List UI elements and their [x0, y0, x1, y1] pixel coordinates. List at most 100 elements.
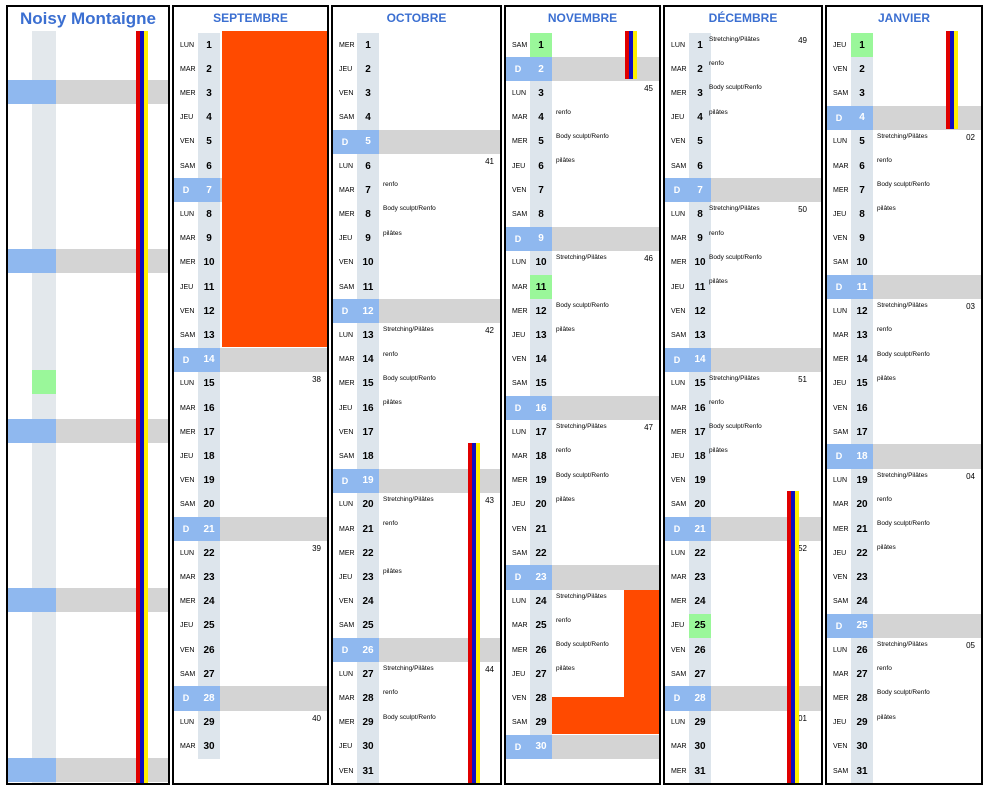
activity-pilates[interactable]: pilâtes [877, 713, 896, 721]
activity-renfo[interactable]: renfo [383, 520, 398, 527]
activity-renfo[interactable]: renfo [877, 665, 892, 673]
activity-pilates[interactable]: pilâtes [556, 495, 575, 503]
day-row: LUN 22 39 [174, 541, 327, 566]
activity-body-sculpt-renfo[interactable]: Body sculpt/Renfo [877, 520, 930, 527]
activity-pilates[interactable]: pilâtes [877, 374, 896, 382]
day-number: 16 [530, 396, 552, 421]
day-number: 20 [530, 492, 552, 517]
activity-pilates[interactable]: pilâtes [709, 447, 728, 455]
activity-body-sculpt-renfo[interactable]: Body sculpt/Renfo [556, 641, 609, 648]
activity-pilates[interactable]: pilâtes [556, 326, 575, 334]
activity-stretching-pilates[interactable]: Stretching/Pilâtes [383, 665, 434, 673]
activity-renfo[interactable]: renfo [556, 616, 571, 624]
activity-stretching-pilates[interactable]: Stretching/Pilâtes [877, 471, 928, 479]
weekday-label: VEN [180, 646, 195, 654]
day-row: JEU 25 [174, 613, 327, 638]
activity-renfo[interactable]: renfo [383, 350, 398, 358]
activity-renfo[interactable]: renfo [556, 108, 571, 116]
activity-stretching-pilates[interactable]: Stretching/Pilâtes [877, 132, 928, 140]
day-row: LUN 15 38 [174, 371, 327, 396]
day-row: VEN 17 [333, 420, 500, 445]
weekday-label: D [827, 105, 851, 130]
activity-renfo[interactable]: renfo [383, 689, 398, 697]
day-number: 23 [198, 565, 220, 590]
activity-body-sculpt-renfo[interactable]: Body sculpt/Renfo [877, 350, 930, 358]
weekday-label: SAM [833, 259, 849, 267]
activity-body-sculpt-renfo[interactable]: Body sculpt/Renfo [556, 132, 609, 140]
vacation-block [222, 31, 327, 347]
weekday-label: MER [180, 89, 196, 97]
weekday-label: MER [339, 719, 355, 727]
activity-renfo[interactable]: renfo [709, 399, 724, 406]
day-row: LUN 5 02 Stretching/Pilâtes [827, 129, 981, 154]
activity-body-sculpt-renfo[interactable]: Body sculpt/Renfo [383, 374, 436, 382]
day-row: JEU 18 [174, 444, 327, 469]
activity-renfo[interactable]: renfo [709, 229, 724, 237]
side-sunday-marker [8, 758, 56, 782]
activity-body-sculpt-renfo[interactable]: Body sculpt/Renfo [709, 84, 762, 92]
day-number: 11 [357, 275, 379, 300]
side-sunday-marker [8, 80, 56, 104]
activity-stretching-pilates[interactable]: Stretching/Pilâtes [709, 205, 760, 213]
day-number: 30 [530, 734, 552, 759]
activity-stretching-pilates[interactable]: Stretching/Pilâtes [877, 641, 928, 648]
day-row: SAM 31 [827, 759, 981, 783]
activity-body-sculpt-renfo[interactable]: Body sculpt/Renfo [709, 253, 762, 261]
activity-renfo[interactable]: renfo [877, 157, 892, 164]
day-number: 29 [689, 710, 711, 735]
activity-body-sculpt-renfo[interactable]: Body sculpt/Renfo [556, 471, 609, 479]
day-row: MAR 23 [665, 565, 821, 590]
activity-renfo[interactable]: renfo [383, 181, 398, 189]
activity-renfo[interactable]: renfo [556, 447, 571, 455]
activity-pilates[interactable]: pilâtes [709, 108, 728, 116]
activity-stretching-pilates[interactable]: Stretching/Pilâtes [877, 302, 928, 310]
activity-body-sculpt-renfo[interactable]: Body sculpt/Renfo [383, 713, 436, 721]
weekday-label: MAR [671, 404, 687, 412]
activity-stretching-pilates[interactable]: Stretching/Pilâtes [556, 253, 607, 261]
day-number: 29 [357, 710, 379, 735]
activity-pilates[interactable]: pilâtes [877, 544, 896, 552]
activity-stretching-pilates[interactable]: Stretching/Pilâtes [383, 495, 434, 503]
activity-stretching-pilates[interactable]: Stretching/Pilâtes [709, 36, 760, 43]
weekday-label: JEU [512, 331, 526, 339]
day-number: 13 [851, 323, 873, 348]
day-number: 16 [198, 396, 220, 421]
activity-pilates[interactable]: pilâtes [556, 665, 575, 673]
activity-pilates[interactable]: pilâtes [383, 568, 402, 576]
activity-renfo[interactable]: renfo [877, 326, 892, 334]
activity-stretching-pilates[interactable]: Stretching/Pilâtes [383, 326, 434, 334]
week-number: 03 [966, 302, 975, 312]
day-row: VEN 16 [827, 396, 981, 421]
weekday-label: MAR [671, 573, 687, 581]
day-row: MAR 25 renfo [506, 613, 659, 638]
activity-pilates[interactable]: pilâtes [709, 278, 728, 285]
day-row: LUN 27 44 Stretching/Pilâtes [333, 662, 500, 687]
weekday-label: MER [180, 428, 196, 436]
month-title: NOVEMBRE [547, 11, 618, 25]
weekday-label: LUN [512, 428, 527, 436]
activity-pilates[interactable]: pilâtes [383, 399, 402, 406]
activity-body-sculpt-renfo[interactable]: Body sculpt/Renfo [383, 205, 436, 213]
day-row: SAM 8 [506, 202, 659, 227]
activity-body-sculpt-renfo[interactable]: Body sculpt/Renfo [556, 302, 609, 310]
day-row: JEU 27 pilâtes [506, 662, 659, 687]
day-number: 18 [198, 444, 220, 469]
activity-pilates[interactable]: pilâtes [556, 157, 575, 164]
day-row: VEN 10 [333, 250, 500, 275]
activity-stretching-pilates[interactable]: Stretching/Pilâtes [556, 592, 607, 600]
day-number: 7 [851, 178, 873, 203]
activity-pilates[interactable]: pilâtes [383, 229, 402, 237]
activity-renfo[interactable]: renfo [709, 60, 724, 68]
weekday-label: LUN [339, 670, 354, 678]
activity-renfo[interactable]: renfo [877, 495, 892, 503]
weekday-label: D [506, 226, 530, 251]
activity-stretching-pilates[interactable]: Stretching/Pilâtes [556, 423, 607, 431]
activity-body-sculpt-renfo[interactable]: Body sculpt/Renfo [709, 423, 762, 431]
day-number: 15 [689, 371, 711, 396]
activity-body-sculpt-renfo[interactable]: Body sculpt/Renfo [877, 181, 930, 189]
activity-pilates[interactable]: pilâtes [877, 205, 896, 213]
activity-stretching-pilates[interactable]: Stretching/Pilâtes [709, 374, 760, 382]
day-row: JEU 11 pilâtes [665, 275, 821, 300]
day-number: 25 [357, 613, 379, 638]
activity-body-sculpt-renfo[interactable]: Body sculpt/Renfo [877, 689, 930, 697]
